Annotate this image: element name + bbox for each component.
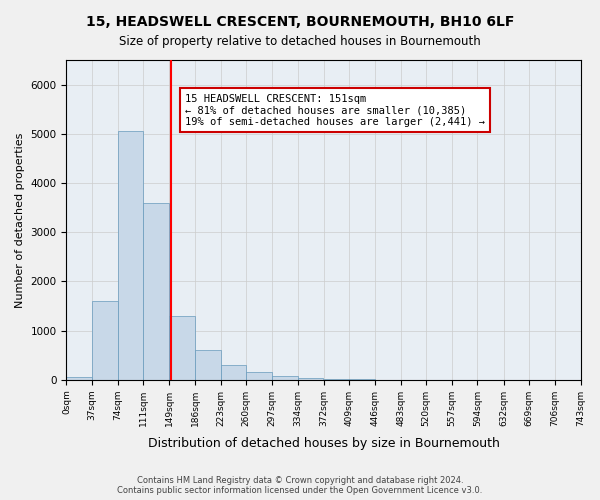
Text: 15 HEADSWELL CRESCENT: 151sqm
← 81% of detached houses are smaller (10,385)
19% : 15 HEADSWELL CRESCENT: 151sqm ← 81% of d… bbox=[185, 94, 485, 127]
Bar bbox=[118, 132, 143, 380]
Bar bbox=[92, 301, 118, 380]
Bar bbox=[247, 372, 272, 380]
Bar bbox=[195, 350, 221, 380]
Bar bbox=[324, 379, 349, 380]
Text: Size of property relative to detached houses in Bournemouth: Size of property relative to detached ho… bbox=[119, 35, 481, 48]
Bar bbox=[67, 378, 92, 380]
Bar bbox=[298, 378, 323, 380]
Y-axis label: Number of detached properties: Number of detached properties bbox=[15, 132, 25, 308]
Bar bbox=[221, 365, 247, 380]
X-axis label: Distribution of detached houses by size in Bournemouth: Distribution of detached houses by size … bbox=[148, 437, 499, 450]
Bar bbox=[143, 202, 169, 380]
Bar bbox=[272, 376, 298, 380]
Bar bbox=[169, 316, 195, 380]
Text: 15, HEADSWELL CRESCENT, BOURNEMOUTH, BH10 6LF: 15, HEADSWELL CRESCENT, BOURNEMOUTH, BH1… bbox=[86, 15, 514, 29]
Text: Contains HM Land Registry data © Crown copyright and database right 2024.
Contai: Contains HM Land Registry data © Crown c… bbox=[118, 476, 482, 495]
